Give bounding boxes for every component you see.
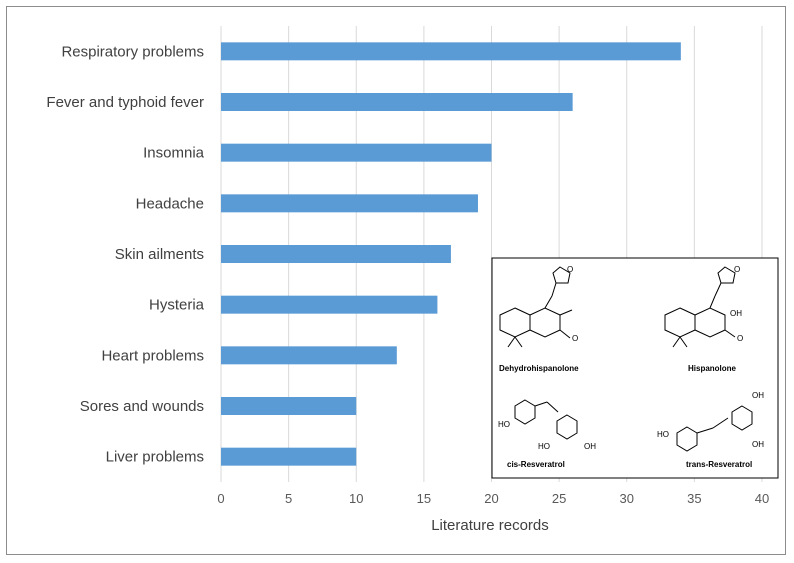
- category-label: Sores and wounds: [80, 398, 204, 415]
- resorcinol-ring: [731, 405, 753, 431]
- category-label: Skin ailments: [115, 246, 204, 263]
- bar: [221, 194, 478, 213]
- x-tick-label: 10: [349, 491, 363, 506]
- bar: [221, 447, 357, 466]
- trans-resveratrol-label: trans-Resveratrol: [686, 460, 752, 469]
- x-tick-label: 40: [755, 491, 769, 506]
- x-axis-title: Literature records: [431, 517, 549, 534]
- x-tick-label: 20: [484, 491, 498, 506]
- furan-oxygen-label: O: [567, 265, 573, 274]
- furan-ring: [717, 266, 736, 284]
- hydroxyl-label: OH: [730, 309, 742, 318]
- category-label: Respiratory problems: [61, 43, 204, 60]
- bar: [221, 93, 573, 111]
- x-tick-labels: 0 5 10 15 20 25 30 35 40: [217, 491, 769, 506]
- hydroxyl-label: HO: [657, 430, 669, 439]
- x-tick-label: 25: [552, 491, 566, 506]
- cis-resveratrol-label: cis-Resveratrol: [507, 460, 565, 469]
- hydroxyl-label: HO: [498, 420, 510, 429]
- furan-oxygen-label: O: [734, 265, 740, 274]
- hydroxyl-label: OH: [752, 391, 764, 400]
- x-tick-label: 0: [217, 491, 224, 506]
- category-labels: Respiratory problems Fever and typhoid fe…: [46, 43, 204, 465]
- category-label: Fever and typhoid fever: [46, 94, 204, 111]
- ketone-oxygen-label: O: [572, 334, 578, 343]
- resorcinol-ring: [556, 414, 578, 440]
- hispanolone-label: Hispanolone: [688, 364, 737, 373]
- bar: [221, 346, 397, 365]
- dehydrohispanolone-label: Dehydrohispanolone: [499, 364, 579, 373]
- bars: [221, 42, 681, 466]
- furan-ring: [552, 266, 571, 284]
- x-tick-label: 5: [285, 491, 292, 506]
- bar: [221, 245, 451, 263]
- hispanolone-structure: O OH O Hispanolone: [664, 265, 743, 373]
- category-label: Headache: [136, 195, 204, 212]
- trans-resveratrol-structure: HO OH OH trans-Resveratrol: [657, 391, 764, 469]
- bar: [221, 42, 681, 61]
- x-tick-label: 15: [417, 491, 431, 506]
- category-label: Hysteria: [149, 297, 205, 314]
- category-label: Liver problems: [106, 449, 204, 466]
- hydroxyl-label: OH: [584, 442, 596, 451]
- category-label: Heart problems: [101, 347, 204, 364]
- inset-box: [491, 257, 779, 479]
- dehydrohispanolone-structure: O O Dehydrohispanolone: [499, 265, 579, 373]
- structures-inset: O O Dehydrohispanolone O OH O Hispan: [491, 257, 779, 479]
- bar: [221, 397, 357, 415]
- hydroxyl-label: HO: [538, 442, 550, 451]
- cis-resveratrol-structure: HO HO OH cis-Resveratrol: [498, 399, 596, 469]
- x-tick-label: 30: [620, 491, 634, 506]
- category-label: Insomnia: [143, 145, 205, 162]
- bar: [221, 295, 438, 314]
- x-tick-label: 35: [687, 491, 701, 506]
- bar: [221, 143, 492, 162]
- hydroxyl-label: OH: [752, 440, 764, 449]
- ketone-oxygen-label: O: [737, 334, 743, 343]
